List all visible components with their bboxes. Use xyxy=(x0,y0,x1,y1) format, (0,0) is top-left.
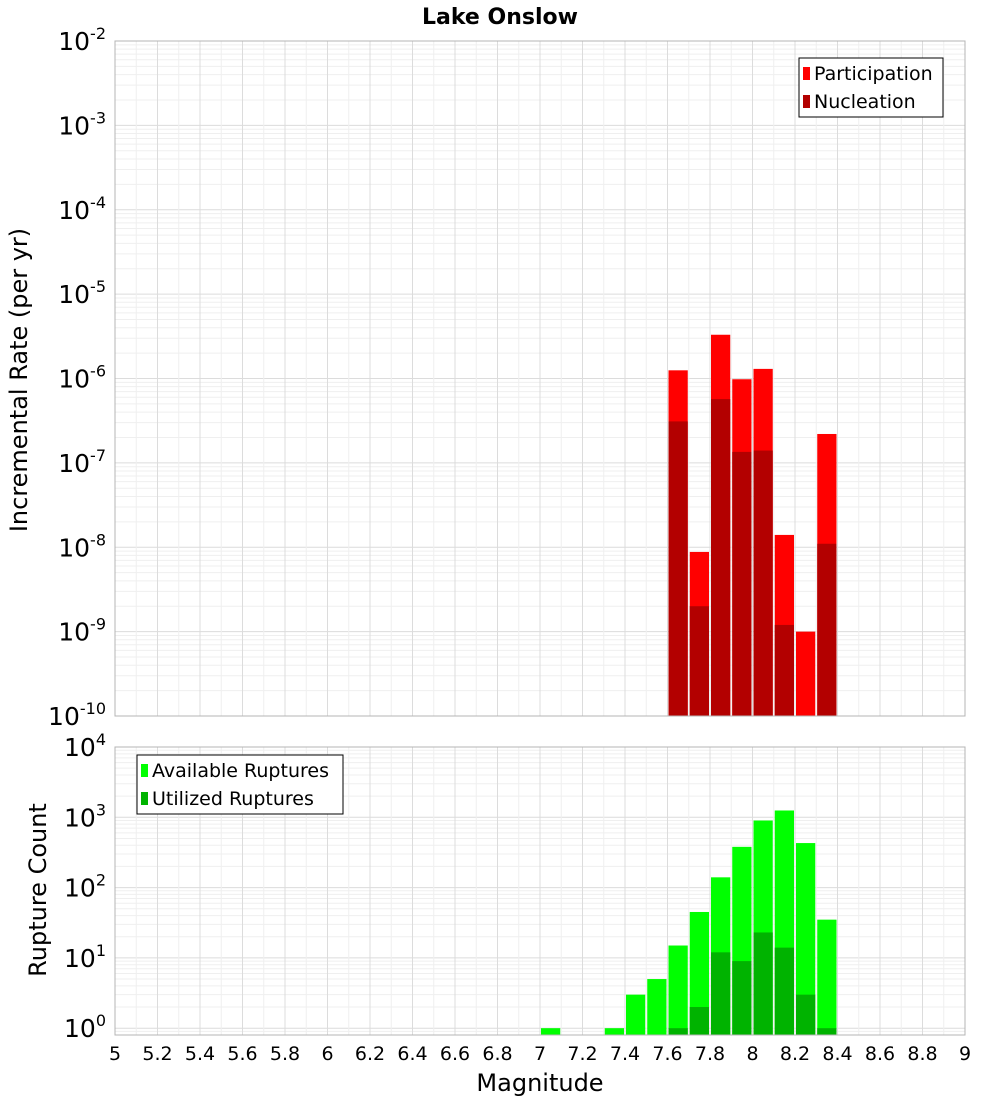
count-y-tick-label: 104 xyxy=(64,730,106,762)
x-tick-label: 7 xyxy=(534,1043,546,1065)
x-tick-label: 8.2 xyxy=(780,1043,810,1065)
count-bar-available-ruptures xyxy=(668,945,688,1035)
rate-bar-nucleation xyxy=(711,399,731,716)
rate-bar-nucleation xyxy=(774,624,794,716)
count-legend-swatch xyxy=(141,792,148,805)
rate-bar-nucleation xyxy=(817,543,837,716)
count-bar-available-ruptures xyxy=(604,1028,624,1035)
x-tick-label: 6.6 xyxy=(440,1043,470,1065)
rate-bar-nucleation xyxy=(689,606,709,716)
count-bar-utilized-ruptures xyxy=(732,961,752,1035)
count-bar-available-ruptures xyxy=(796,843,816,1035)
count-legend-label: Utilized Ruptures xyxy=(152,788,314,810)
x-tick-label: 5 xyxy=(109,1043,121,1065)
x-tick-label: 7.6 xyxy=(652,1043,682,1065)
x-tick-label: 5.2 xyxy=(142,1043,172,1065)
rate-legend-box xyxy=(798,57,944,118)
x-tick-label: 6.4 xyxy=(397,1043,427,1065)
x-tick-label: 6.8 xyxy=(482,1043,512,1065)
x-tick-label: 9 xyxy=(959,1043,971,1065)
x-tick-label: 5.4 xyxy=(185,1043,215,1065)
count-legend: Available Ruptures Utilized Ruptures xyxy=(136,754,344,815)
count-y-tick-label: 102 xyxy=(64,871,106,903)
rate-plot-border xyxy=(114,40,966,717)
count-y-tick-label: 103 xyxy=(64,800,106,832)
count-bar-utilized-ruptures xyxy=(796,994,816,1035)
rupture-count-panel: 104 103 102 101 100 Available Ruptures Utilize… xyxy=(64,730,971,1065)
count-legend-label: Available Ruptures xyxy=(152,760,329,782)
rate-panel: 10-2 10-3 10-4 10-5 10-6 10-7 10-8 10-9 10-10 Par… xyxy=(48,24,966,731)
rate-legend-label: Nucleation xyxy=(814,91,916,113)
x-tick-label: 8.8 xyxy=(907,1043,937,1065)
x-tick-label: 6 xyxy=(321,1043,333,1065)
rate-legend-label: Participation xyxy=(814,63,933,85)
count-y-tick-label: 100 xyxy=(64,1011,106,1043)
x-tick-label: 6.2 xyxy=(355,1043,385,1065)
x-tick-label: 8.4 xyxy=(822,1043,852,1065)
count-bar-utilized-ruptures xyxy=(711,952,731,1035)
rate-y-tick-label: 10-2 xyxy=(58,24,106,56)
count-bar-available-ruptures xyxy=(626,994,646,1035)
rate-y-tick-label: 10-7 xyxy=(58,446,106,478)
rate-legend-swatch xyxy=(803,67,810,80)
x-tick-label: 7.8 xyxy=(695,1043,725,1065)
x-axis-label: Magnitude xyxy=(476,1069,603,1097)
rate-y-tick-label: 10-10 xyxy=(48,699,106,731)
x-tick-label: 7.4 xyxy=(610,1043,640,1065)
rate-y-tick-label: 10-9 xyxy=(58,615,106,647)
x-tick-label: 5.6 xyxy=(227,1043,257,1065)
rate-y-tick-label: 10-4 xyxy=(58,193,106,225)
count-bar-utilized-ruptures xyxy=(689,1007,709,1035)
count-y-tick-label: 101 xyxy=(64,941,106,973)
count-plot-border xyxy=(114,746,966,1036)
count-bar-utilized-ruptures xyxy=(774,947,794,1035)
bottom-y-axis-label: Rupture Count xyxy=(24,803,52,977)
x-tick-label: 8.6 xyxy=(865,1043,895,1065)
x-tick-label: 5.8 xyxy=(270,1043,300,1065)
count-bar-available-ruptures xyxy=(689,911,709,1035)
rate-y-tick-label: 10-5 xyxy=(58,277,106,309)
count-bar-available-ruptures xyxy=(647,979,667,1035)
rate-bar-nucleation xyxy=(753,450,773,716)
x-tick-label: 7.2 xyxy=(567,1043,597,1065)
rate-y-tick-label: 10-6 xyxy=(58,362,106,394)
rate-legend-swatch xyxy=(803,95,810,108)
count-legend-box xyxy=(136,754,344,815)
top-y-axis-label: Incremental Rate (per yr) xyxy=(5,228,33,532)
count-bar-utilized-ruptures xyxy=(753,932,773,1035)
count-bar-available-ruptures xyxy=(817,919,837,1035)
rate-bar-nucleation xyxy=(668,421,688,716)
count-bar-utilized-ruptures xyxy=(668,1028,688,1035)
chart-title: Lake Onslow xyxy=(422,5,578,30)
rate-y-tick-label: 10-8 xyxy=(58,530,106,562)
rate-bar-participation xyxy=(796,631,816,716)
rate-bar-nucleation xyxy=(732,451,752,716)
rate-legend: Participation Nucleation xyxy=(798,57,944,118)
rate-y-tick-label: 10-3 xyxy=(58,108,106,140)
count-bar-utilized-ruptures xyxy=(817,1028,837,1035)
x-tick-label: 8 xyxy=(746,1043,758,1065)
count-bar-available-ruptures xyxy=(541,1028,561,1035)
count-legend-swatch xyxy=(141,764,148,777)
